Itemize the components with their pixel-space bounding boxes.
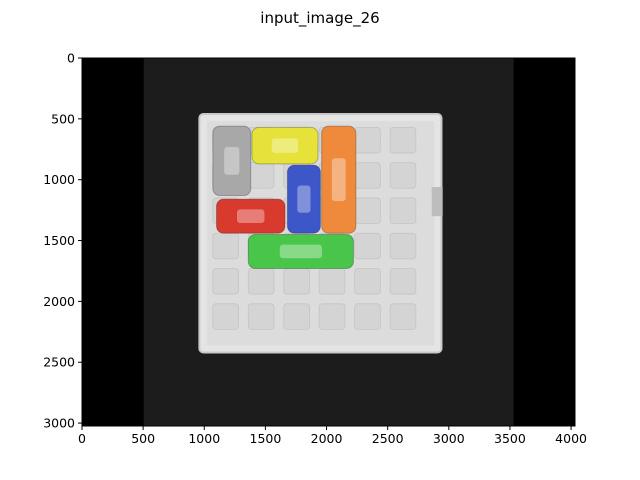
- car-orange: [321, 125, 357, 234]
- x-tick-label: 500: [131, 431, 155, 446]
- board-cell: [389, 232, 417, 260]
- car-gray: [212, 125, 252, 197]
- x-tick-label: 3000: [433, 431, 465, 446]
- board-cell: [389, 197, 417, 224]
- car-gray-window: [224, 146, 240, 175]
- board-cell: [389, 126, 417, 154]
- board-cell: [389, 268, 417, 295]
- x-tick-label: 2000: [311, 431, 343, 446]
- board-cell: [247, 268, 275, 295]
- board-cell: [318, 303, 346, 330]
- x-tick-label: 0: [78, 431, 86, 446]
- y-tick-label: 0: [67, 51, 75, 66]
- board-cell: [318, 268, 346, 295]
- board-exit: [431, 186, 443, 217]
- board-cell: [354, 232, 381, 260]
- car-yellow-window: [271, 138, 299, 153]
- car-green-window: [279, 244, 322, 259]
- car-yellow: [251, 126, 319, 165]
- x-axis-ticks: 0 500 1000 1500 2000 2500 3000 3500 4000: [78, 426, 587, 446]
- y-tick-label: 3000: [43, 416, 75, 431]
- board-cell: [247, 303, 275, 330]
- car-blue-window: [297, 185, 311, 213]
- axes-frame: [81, 57, 576, 427]
- car-red-window: [237, 209, 265, 224]
- board-cell: [354, 126, 381, 154]
- board-cell: [354, 268, 381, 295]
- y-tick-label: 2000: [43, 294, 75, 309]
- board-cell: [283, 303, 310, 330]
- car-orange-window: [331, 158, 346, 202]
- y-tick-label: 2500: [43, 355, 75, 370]
- x-tick-label: 1000: [188, 431, 220, 446]
- car-blue: [286, 164, 321, 234]
- board-cell: [354, 162, 381, 189]
- car-green: [247, 233, 354, 270]
- board-cell: [354, 197, 381, 224]
- axes: [81, 57, 576, 427]
- board-cell: [212, 303, 239, 330]
- board-cell: [247, 162, 275, 189]
- y-tick-label: 500: [51, 111, 75, 126]
- y-tick-label: 1500: [43, 233, 75, 248]
- chart-title: input_image_26: [260, 9, 379, 28]
- car-red: [215, 198, 286, 234]
- x-tick-label: 3500: [494, 431, 526, 446]
- board-cell: [389, 303, 417, 330]
- y-axis-ticks: 0 500 1000 1500 2000 2500 3000: [43, 51, 82, 431]
- board-cell: [212, 232, 239, 260]
- board-cell: [389, 162, 417, 189]
- image-area: [82, 58, 575, 426]
- board-cell: [354, 303, 381, 330]
- board-cell: [212, 268, 239, 295]
- x-tick-label: 4000: [555, 431, 587, 446]
- board-cell: [283, 268, 310, 295]
- x-tick-label: 2500: [372, 431, 404, 446]
- x-tick-label: 1500: [250, 431, 282, 446]
- y-tick-label: 1000: [43, 172, 75, 187]
